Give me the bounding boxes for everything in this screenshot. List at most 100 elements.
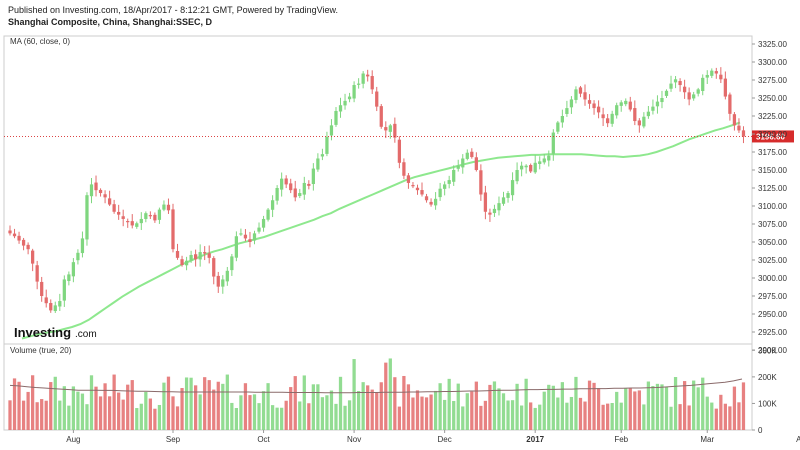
candle-body bbox=[633, 108, 637, 122]
volume-bar bbox=[542, 391, 546, 430]
volume-bar bbox=[619, 402, 623, 430]
volume-bar bbox=[515, 383, 519, 430]
time-axis[interactable]: AugSepOctNovDec2017FebMarApr24 bbox=[66, 430, 800, 444]
ma-line bbox=[21, 121, 741, 340]
candle-body bbox=[529, 165, 533, 172]
candle-body bbox=[497, 203, 501, 211]
volume-bar bbox=[529, 402, 533, 430]
candle-body bbox=[175, 251, 180, 258]
volume-bar bbox=[76, 391, 80, 430]
candle-body bbox=[334, 110, 338, 125]
candle-body bbox=[230, 256, 234, 271]
candle-body bbox=[492, 208, 497, 214]
volume-bar bbox=[85, 404, 89, 430]
volume-tick-label: 100K bbox=[758, 399, 777, 408]
logo-name: Investing bbox=[14, 325, 71, 340]
volume-bar bbox=[12, 378, 17, 430]
volume-bar bbox=[221, 383, 225, 430]
ma-indicator-label[interactable]: MA (60, close, 0) bbox=[10, 37, 70, 46]
volume-bar bbox=[257, 403, 261, 430]
candle-body bbox=[302, 182, 306, 195]
candle-body bbox=[375, 91, 379, 107]
volume-bar bbox=[302, 375, 306, 430]
candle-body bbox=[49, 302, 53, 311]
moving-average bbox=[21, 121, 741, 340]
volume-bar bbox=[139, 403, 143, 430]
volume-bar bbox=[379, 382, 383, 430]
candle-body bbox=[298, 193, 302, 197]
price-tick-label: 3150.00 bbox=[758, 166, 787, 175]
candle-body bbox=[103, 194, 107, 198]
candle-body bbox=[338, 105, 343, 112]
volume-bar bbox=[284, 400, 288, 430]
volume-bar bbox=[465, 393, 469, 430]
candle-body bbox=[85, 195, 89, 240]
volume-bar bbox=[370, 389, 374, 430]
candle-body bbox=[329, 125, 334, 136]
time-tick-label: Oct bbox=[257, 435, 270, 444]
candle-body bbox=[8, 230, 12, 234]
time-tick-label: 2017 bbox=[526, 435, 544, 444]
candle-body bbox=[578, 87, 583, 94]
volume-bar bbox=[642, 404, 646, 430]
price-tick-label: 3125.00 bbox=[758, 184, 787, 193]
candle-body bbox=[121, 216, 125, 219]
candle-body bbox=[551, 132, 555, 154]
volume-bar bbox=[452, 400, 456, 430]
volume-bar bbox=[456, 383, 460, 430]
price-tick-label: 3075.00 bbox=[758, 220, 787, 229]
volume-bar bbox=[298, 401, 302, 430]
candle-body bbox=[651, 106, 655, 111]
volume-bar bbox=[311, 384, 315, 430]
time-tick-label: Mar bbox=[700, 435, 714, 444]
volume-bar bbox=[375, 392, 379, 430]
volume-bar bbox=[624, 388, 628, 430]
volume-bar bbox=[424, 397, 429, 430]
volume-bar bbox=[243, 383, 248, 430]
volume-bar bbox=[280, 407, 284, 430]
candle-body bbox=[737, 125, 741, 131]
candle-body bbox=[411, 185, 415, 187]
price-tick-label: 3200.00 bbox=[758, 130, 787, 139]
volume-bar bbox=[596, 388, 601, 430]
volume-bar bbox=[239, 395, 243, 430]
candle-body bbox=[384, 127, 388, 131]
volume-bar bbox=[157, 404, 162, 430]
volume-bar bbox=[103, 383, 107, 430]
volume-bar bbox=[488, 384, 492, 430]
price-axis[interactable]: 3325.00 3300.00 3275.00 3250.00 3225.00 3200.… bbox=[752, 40, 787, 355]
volume-bar bbox=[94, 386, 98, 430]
volume-bar bbox=[148, 398, 152, 430]
candle-body bbox=[669, 83, 673, 89]
volume-indicator-label[interactable]: Volume (true, 20) bbox=[10, 346, 72, 355]
volume-bar bbox=[62, 386, 66, 430]
candle-body bbox=[429, 201, 433, 205]
candle-body bbox=[456, 165, 460, 169]
candle-body bbox=[642, 116, 646, 127]
candle-body bbox=[17, 235, 21, 241]
volume-bar bbox=[678, 404, 682, 430]
candle-body bbox=[574, 89, 578, 100]
candle-body bbox=[524, 165, 528, 168]
volume-bar bbox=[710, 402, 714, 430]
candle-body bbox=[162, 204, 166, 210]
volume-bar bbox=[415, 390, 420, 430]
volume-bar bbox=[497, 388, 501, 430]
volume-bar bbox=[320, 397, 325, 430]
volume-bar bbox=[556, 397, 560, 430]
candle-body bbox=[26, 244, 30, 250]
candle-body bbox=[189, 254, 193, 261]
volume-bar bbox=[429, 394, 433, 430]
candle-body bbox=[225, 270, 229, 282]
candle-body bbox=[117, 211, 121, 215]
volume-bar bbox=[628, 387, 632, 430]
volume-bar bbox=[637, 390, 641, 430]
last-price-line: 3196.60 bbox=[4, 130, 794, 143]
volume-bar bbox=[601, 404, 605, 430]
candle-body bbox=[424, 196, 429, 201]
candle-body bbox=[379, 106, 383, 127]
candle-body bbox=[144, 213, 148, 219]
volume-bar bbox=[615, 391, 619, 430]
volume-bar bbox=[356, 390, 361, 430]
